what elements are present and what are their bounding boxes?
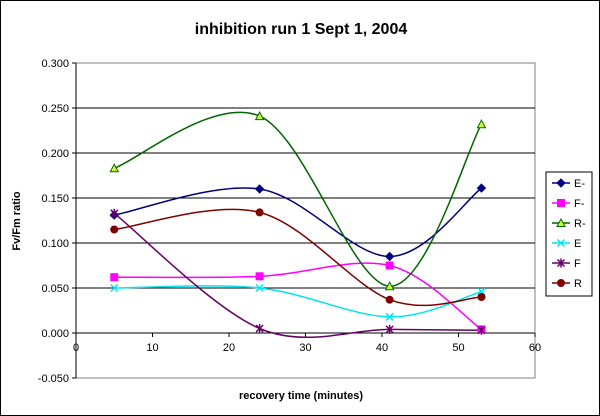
- series-line-3: [114, 285, 482, 318]
- marker-stroke: [556, 238, 566, 248]
- series-line-0: [114, 187, 482, 258]
- marker-stroke: [255, 283, 264, 293]
- data-point: [254, 111, 265, 121]
- legend-marker: [556, 217, 566, 227]
- x-tick-label: 20: [223, 342, 235, 354]
- data-point: [476, 183, 487, 193]
- x-tick-label: 60: [529, 342, 541, 354]
- data-point: [255, 283, 264, 293]
- data-point: [109, 163, 120, 173]
- data-point: [384, 281, 395, 291]
- legend-label: R: [574, 278, 582, 290]
- series-line-2: [114, 111, 483, 287]
- y-axis-title: Fv/Fm ratio: [11, 191, 23, 251]
- y-tick-label: 0.250: [41, 103, 69, 115]
- x-axis-title: recovery time (minutes): [239, 390, 363, 402]
- data-point: [384, 251, 395, 262]
- chart-title: inhibition run 1 Sept 1, 2004: [195, 21, 408, 38]
- series-lines: [113, 111, 483, 339]
- x-tick-label: 50: [452, 342, 464, 354]
- data-point: [477, 325, 486, 335]
- data-point: [110, 208, 119, 218]
- y-tick-label: 0.000: [41, 328, 69, 340]
- legend-marker: [557, 279, 565, 287]
- legend-label: E-: [574, 178, 585, 190]
- legend-label: R-: [574, 218, 586, 230]
- y-tick-label: 0.150: [41, 193, 69, 205]
- marker-stroke: [110, 283, 119, 293]
- series-line-4: [113, 212, 482, 339]
- data-point: [385, 324, 394, 334]
- legend-marker: [556, 178, 566, 188]
- legend-box: [545, 171, 593, 297]
- data-point: [254, 184, 265, 194]
- legend-marker: [556, 238, 566, 248]
- data-point: [110, 283, 119, 293]
- series-line-5: [114, 208, 482, 307]
- data-point: [255, 272, 264, 281]
- data-point: [255, 324, 264, 333]
- data-point: [385, 295, 394, 304]
- x-tick-label: 30: [299, 342, 311, 354]
- x-tick-label: 10: [146, 342, 158, 354]
- data-point: [385, 261, 394, 270]
- series-line-1: [114, 262, 482, 331]
- y-tick-label: 0.050: [41, 283, 69, 295]
- axes: -0.050 0.000 0.050 0.100 0.150 0.200 0.250 0.30…: [38, 58, 541, 385]
- legend-marker: [556, 258, 566, 268]
- legend-label: F-: [574, 198, 585, 210]
- marker-stroke: [385, 312, 394, 321]
- y-tick-label: 0.300: [41, 58, 69, 70]
- data-point: [255, 208, 264, 217]
- legend-label: E: [574, 238, 581, 250]
- data-point: [110, 273, 119, 282]
- data-point: [476, 119, 487, 129]
- y-tick-label: 0.200: [41, 148, 69, 160]
- series-markers: [109, 111, 487, 335]
- data-point: [110, 225, 119, 234]
- x-tick-label: 40: [376, 342, 388, 354]
- y-tick-label: 0.100: [41, 238, 69, 250]
- y-tick-label: -0.050: [38, 373, 69, 385]
- data-point: [477, 293, 486, 301]
- data-point: [385, 312, 394, 321]
- legend: E- F- R- EFR: [545, 171, 593, 297]
- x-tick-label: 0: [73, 342, 79, 354]
- legend-label: F: [574, 258, 581, 270]
- legend-marker: [557, 199, 565, 207]
